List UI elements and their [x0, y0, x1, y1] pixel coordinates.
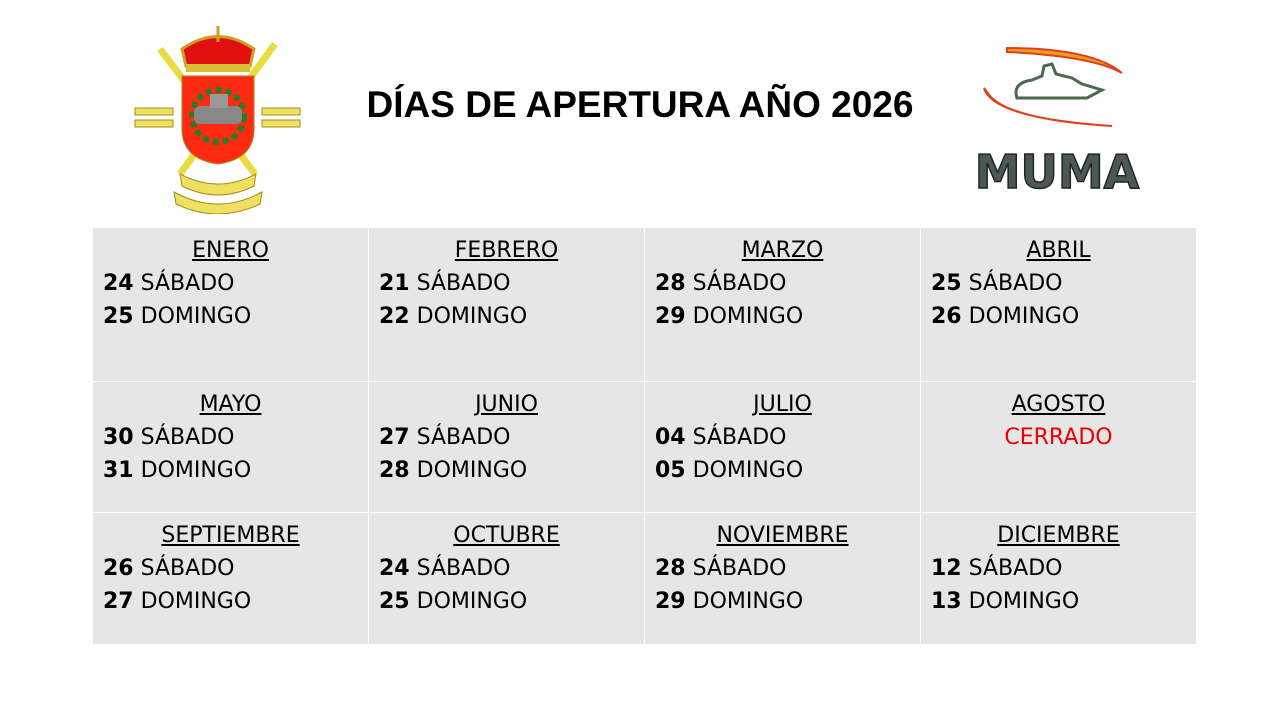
day-label: SÁBADO	[968, 271, 1063, 296]
opening-day: 28 DOMINGO	[379, 454, 634, 487]
day-label: SÁBADO	[416, 425, 511, 450]
month-cell-noviembre: NOVIEMBRE 28 SÁBADO 29 DOMINGO	[645, 513, 920, 644]
opening-day: 24 SÁBADO	[379, 552, 634, 585]
day-number: 24	[103, 271, 134, 296]
month-cell-enero: ENERO 24 SÁBADO 25 DOMINGO	[93, 228, 368, 381]
day-number: 24	[379, 556, 410, 581]
opening-day: 13 DOMINGO	[931, 585, 1186, 618]
day-label: SÁBADO	[968, 556, 1063, 581]
month-name: FEBRERO	[454, 238, 559, 263]
month-name: MAYO	[199, 392, 262, 417]
day-label: SÁBADO	[140, 271, 235, 296]
day-number: 25	[379, 589, 410, 614]
day-number: 31	[103, 458, 134, 483]
day-label: DOMINGO	[968, 589, 1080, 614]
coat-of-arms-logo	[134, 26, 301, 214]
month-cell-abril: ABRIL 25 SÁBADO 26 DOMINGO	[921, 228, 1196, 381]
muma-logo: MUMA	[974, 46, 1140, 200]
day-label: DOMINGO	[416, 589, 528, 614]
day-number: 27	[379, 425, 410, 450]
day-label: DOMINGO	[968, 304, 1080, 329]
day-label: SÁBADO	[140, 425, 235, 450]
day-number: 27	[103, 589, 134, 614]
opening-day: 25 DOMINGO	[103, 300, 358, 333]
opening-day: 26 DOMINGO	[931, 300, 1186, 333]
opening-day: 29 DOMINGO	[655, 300, 910, 333]
day-number: 22	[379, 304, 410, 329]
opening-day: 27 SÁBADO	[379, 421, 634, 454]
day-label: SÁBADO	[692, 556, 787, 581]
day-label: DOMINGO	[416, 304, 528, 329]
day-number: 29	[655, 304, 686, 329]
opening-day: 25 SÁBADO	[931, 267, 1186, 300]
day-number: 25	[931, 271, 962, 296]
day-number: 21	[379, 271, 410, 296]
month-cell-diciembre: DICIEMBRE 12 SÁBADO 13 DOMINGO	[921, 513, 1196, 644]
month-cell-agosto: AGOSTO CERRADO	[921, 382, 1196, 512]
day-label: DOMINGO	[140, 589, 252, 614]
day-label: SÁBADO	[692, 271, 787, 296]
month-name: MARZO	[741, 238, 824, 263]
day-label: DOMINGO	[140, 304, 252, 329]
month-name: DICIEMBRE	[997, 523, 1120, 548]
day-label: DOMINGO	[692, 589, 804, 614]
month-cell-junio: JUNIO 27 SÁBADO 28 DOMINGO	[369, 382, 644, 512]
day-number: 05	[655, 458, 686, 483]
day-number: 29	[655, 589, 686, 614]
month-cell-octubre: OCTUBRE 24 SÁBADO 25 DOMINGO	[369, 513, 644, 644]
day-label: DOMINGO	[140, 458, 252, 483]
month-cell-septiembre: SEPTIEMBRE 26 SÁBADO 27 DOMINGO	[93, 513, 368, 644]
opening-day: 27 DOMINGO	[103, 585, 358, 618]
opening-day: 26 SÁBADO	[103, 552, 358, 585]
day-number: 28	[655, 556, 686, 581]
opening-day: 21 SÁBADO	[379, 267, 634, 300]
month-name: JULIO	[753, 392, 812, 417]
month-name: ENERO	[192, 238, 269, 263]
month-name: ABRIL	[1026, 238, 1091, 263]
day-label: DOMINGO	[416, 458, 528, 483]
opening-day: 05 DOMINGO	[655, 454, 910, 487]
opening-day: 24 SÁBADO	[103, 267, 358, 300]
day-label: SÁBADO	[140, 556, 235, 581]
opening-day: 28 SÁBADO	[655, 552, 910, 585]
opening-day: 25 DOMINGO	[379, 585, 634, 618]
page-title: DÍAS DE APERTURA AÑO 2026	[366, 84, 914, 125]
opening-day: 12 SÁBADO	[931, 552, 1186, 585]
opening-day: 31 DOMINGO	[103, 454, 358, 487]
day-number: 12	[931, 556, 962, 581]
day-number: 04	[655, 425, 686, 450]
opening-day: 22 DOMINGO	[379, 300, 634, 333]
calendar-grid: ENERO 24 SÁBADO 25 DOMINGO FEBRERO 21 SÁBADO…	[93, 228, 1196, 644]
month-cell-febrero: FEBRERO 21 SÁBADO 22 DOMINGO	[369, 228, 644, 381]
opening-day: 28 SÁBADO	[655, 267, 910, 300]
month-cell-mayo: MAYO 30 SÁBADO 31 DOMINGO	[93, 382, 368, 512]
day-number: 30	[103, 425, 134, 450]
day-label: DOMINGO	[692, 304, 804, 329]
month-cell-julio: JULIO 04 SÁBADO 05 DOMINGO	[645, 382, 920, 512]
day-number: 26	[931, 304, 962, 329]
opening-day: 30 SÁBADO	[103, 421, 358, 454]
month-name: AGOSTO	[1011, 392, 1106, 417]
day-number: 28	[379, 458, 410, 483]
month-name: OCTUBRE	[453, 523, 560, 548]
opening-day: 04 SÁBADO	[655, 421, 910, 454]
day-number: 13	[931, 589, 962, 614]
day-label: SÁBADO	[416, 271, 511, 296]
day-label: SÁBADO	[692, 425, 787, 450]
month-cell-marzo: MARZO 28 SÁBADO 29 DOMINGO	[645, 228, 920, 381]
day-number: 28	[655, 271, 686, 296]
month-name: SEPTIEMBRE	[161, 523, 300, 548]
day-label: DOMINGO	[692, 458, 804, 483]
day-number: 25	[103, 304, 134, 329]
closed-label: CERRADO	[1004, 425, 1113, 450]
svg-text:MUMA: MUMA	[975, 145, 1140, 199]
opening-day: 29 DOMINGO	[655, 585, 910, 618]
day-label: SÁBADO	[416, 556, 511, 581]
day-number: 26	[103, 556, 134, 581]
month-name: NOVIEMBRE	[716, 523, 849, 548]
month-name: JUNIO	[475, 392, 538, 417]
